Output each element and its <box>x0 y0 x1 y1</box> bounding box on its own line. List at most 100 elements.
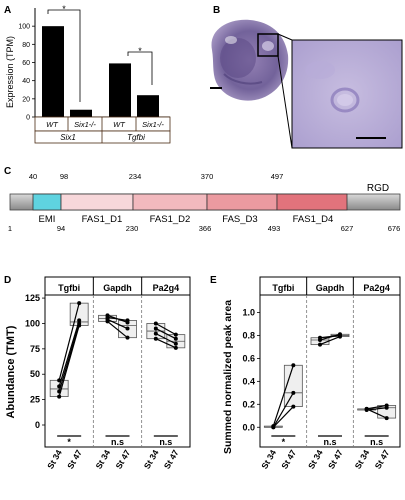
domain-label-d3: FAS_D3 <box>222 214 257 225</box>
embryo-scale-bar <box>210 87 222 89</box>
e-strip-gapdh: Gapdh <box>316 283 345 293</box>
domain-fas-d3 <box>206 193 278 211</box>
d-ytick-label: 0 <box>35 420 40 430</box>
pos-bot-493: 493 <box>268 224 281 233</box>
pos-bot-94: 94 <box>57 224 65 233</box>
d-ytick-label: 50 <box>30 369 40 379</box>
pos-bot-366: 366 <box>199 224 212 233</box>
d-point <box>125 326 130 331</box>
e-pair-line <box>272 365 294 427</box>
panel-a-ytick-label: 60 <box>22 60 30 67</box>
panel-a-label-wt-1: WT <box>46 120 59 129</box>
d-pair-line <box>155 322 177 336</box>
domain-label-d4: FAS1_D4 <box>293 214 334 225</box>
d-pair-line <box>107 318 128 330</box>
d-point <box>77 323 82 328</box>
e-point <box>291 390 296 395</box>
d-ytick-label: 125 <box>25 293 40 303</box>
panel-a-ytick-label: 20 <box>22 96 30 103</box>
e-pair-line <box>366 404 387 410</box>
d-point <box>173 336 178 341</box>
panel-c: C RGD EMI FAS1_D1 FAS1_D2 FAS_D3 FAS1_D4… <box>4 166 401 233</box>
d-point <box>105 319 110 324</box>
panel-e-ylabel: Summed normalized peak area <box>222 300 234 454</box>
e-ytick-label: 0.0 <box>242 422 255 432</box>
d-strip-gapdh: Gapdh <box>103 283 132 293</box>
d-point <box>153 326 158 331</box>
panel-a-sig-six1: * <box>62 4 66 14</box>
panel-a-bar <box>109 63 131 117</box>
d-xtick-label: St 47 <box>162 448 181 471</box>
d-point <box>153 331 158 336</box>
d-point <box>153 321 158 326</box>
panel-a-label-ko-2: Six1-/- <box>142 120 164 129</box>
d-point <box>173 341 178 346</box>
panel-a-ytick-label: 40 <box>22 78 30 85</box>
e-ytick-label: 0.2 <box>242 399 255 409</box>
d-point <box>125 335 130 340</box>
domain-label-emi: EMI <box>39 214 56 225</box>
embryo-image <box>211 19 289 101</box>
panel-a-ylabel: Expression (TPM) <box>5 36 15 108</box>
domain-emi <box>32 193 62 211</box>
e-xtick-label: St 34 <box>353 448 372 471</box>
e-xtick-label: St 47 <box>279 448 298 471</box>
d-sig-label: n.s <box>159 437 172 447</box>
e-strip-pa2g4: Pa2g4 <box>363 283 390 293</box>
d-pair-line <box>107 316 128 322</box>
pos-top-370: 370 <box>201 172 214 181</box>
pos-bot-1: 1 <box>8 224 12 233</box>
panel-a-bracket-tgfbi <box>127 51 153 85</box>
inset-image <box>291 39 403 149</box>
e-point <box>338 334 342 339</box>
domain-fas1-d2 <box>132 193 208 211</box>
panel-a-letter: A <box>4 5 11 16</box>
embryo-zoom-box <box>257 33 279 57</box>
panel-c-letter: C <box>4 166 11 177</box>
panel-e-labels: Tgfbi Gapdh Pa2g4*St 34 St 47n.sSt 34 St 47n… <box>259 283 391 471</box>
e-ytick-label: 0.4 <box>242 376 255 386</box>
e-sig-label: n.s <box>370 437 383 447</box>
e-pair-line <box>366 407 387 411</box>
panel-d-marks <box>49 301 186 437</box>
panel-a-bracket-six1 <box>47 9 81 102</box>
d-xtick-label: St 34 <box>45 448 64 471</box>
pos-bot-627: 627 <box>341 224 354 233</box>
d-sig-label: * <box>67 437 71 447</box>
inset-scale-bar <box>356 137 386 139</box>
d-pair-line <box>155 338 177 349</box>
panel-a-label-ko-1: Six1-/- <box>74 120 96 129</box>
e-xtick-label: St 47 <box>326 448 345 471</box>
d-sig-label: n.s <box>111 437 124 447</box>
domain-fas1-d1 <box>60 193 134 211</box>
panel-e-frame <box>259 276 401 448</box>
rgd-motif-label: RGD <box>367 183 389 194</box>
d-pair-line <box>58 323 80 392</box>
panel-b-letter: B <box>213 5 220 16</box>
panel-d-yticks: 0 25 50 75 100 125 <box>25 293 45 430</box>
d-ytick-label: 100 <box>25 318 40 328</box>
panel-b: B <box>210 5 403 149</box>
e-point <box>364 406 369 411</box>
panel-e-yticks: 0.0 0.2 0.4 0.6 0.8 1.0 <box>242 307 260 432</box>
d-xtick-label: St 47 <box>113 448 132 471</box>
pos-bot-676: 676 <box>388 224 401 233</box>
e-pair-line <box>272 406 294 428</box>
e-ytick-label: 1.0 <box>242 307 255 317</box>
e-pair-line <box>366 408 387 419</box>
panel-a-label-wt-2: WT <box>113 120 126 129</box>
panel-a-bars <box>42 26 159 118</box>
d-xtick-label: St 47 <box>65 448 84 471</box>
e-point <box>384 405 389 410</box>
d-ytick-label: 25 <box>30 395 40 405</box>
d-xtick-label: St 34 <box>93 448 112 471</box>
panel-a-gene-tgfbi: Tgfbi <box>127 133 145 142</box>
panel-a-sig-tgfbi: * <box>138 46 142 56</box>
pos-bot-230: 230 <box>126 224 139 233</box>
pos-top-98: 98 <box>60 172 68 181</box>
panel-a-ytick-label: 100 <box>18 24 30 31</box>
domain-label-d1: FAS1_D1 <box>82 214 123 225</box>
e-pair-line <box>319 336 341 346</box>
panel-a-bar <box>137 95 159 117</box>
d-xtick-label: St 34 <box>142 448 161 471</box>
